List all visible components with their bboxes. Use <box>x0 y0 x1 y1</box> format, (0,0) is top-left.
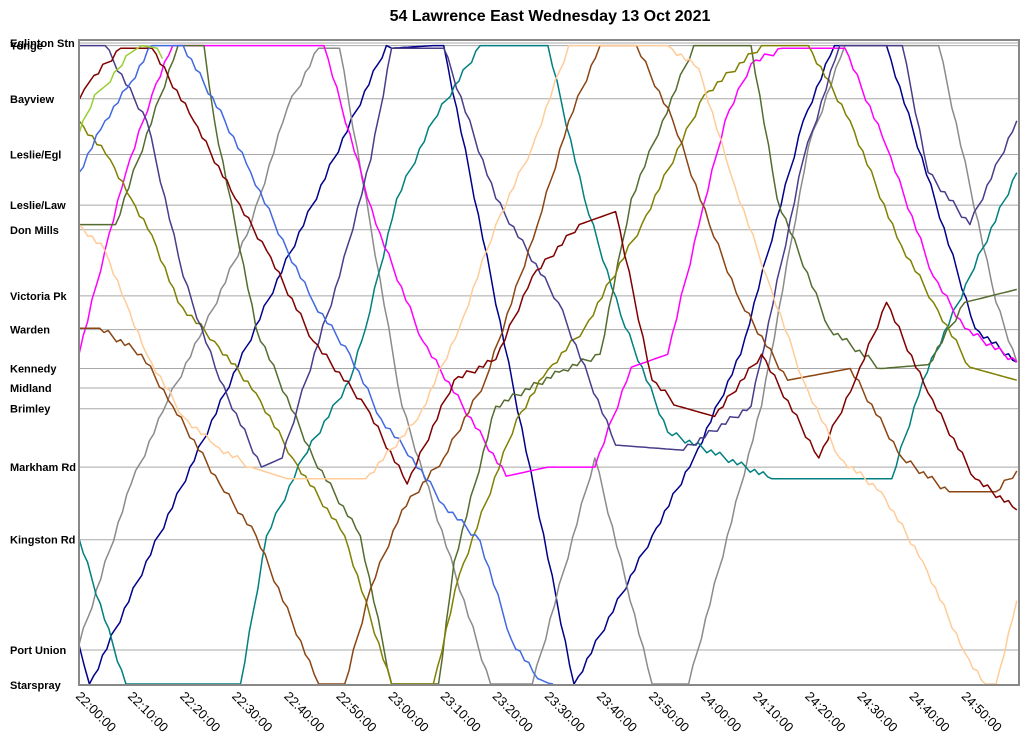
trip-lines <box>78 44 1018 685</box>
x-tick-labels: 22:00:00 22:10:00 22:20:00 22:30:00 22:40:00… <box>73 689 1005 735</box>
x-tick-label: 24:20:00 <box>802 689 848 735</box>
x-tick-label: 23:20:00 <box>490 689 536 735</box>
grid-lines <box>79 42 1019 686</box>
stop-label: Starspray <box>10 680 62 692</box>
stop-label: Yonge <box>10 41 43 53</box>
stop-label: Warden <box>10 325 50 337</box>
stop-label: Victoria Pk <box>10 291 68 303</box>
x-tick-label: 23:40:00 <box>594 689 640 735</box>
x-tick-label: 22:00:00 <box>73 689 119 735</box>
trip-line <box>78 44 554 685</box>
trip-line <box>79 44 1018 685</box>
stop-label: Bayview <box>10 94 54 106</box>
plot-frame <box>78 39 1020 686</box>
stop-label: Kennedy <box>10 364 57 376</box>
stop-label: Eglinton Stn <box>10 38 75 50</box>
trip-line <box>78 44 1018 685</box>
trip-line <box>78 44 1018 685</box>
trip-line <box>79 44 1017 685</box>
trip-line <box>78 44 1018 685</box>
x-tick-label: 23:10:00 <box>438 689 484 735</box>
x-tick-label: 22:30:00 <box>229 689 275 735</box>
stop-label: Leslie/Law <box>10 200 66 212</box>
x-tick-label: 23:00:00 <box>385 689 431 735</box>
x-tick-label: 23:30:00 <box>542 689 588 735</box>
trip-line <box>78 44 1018 685</box>
x-tick-label: 22:50:00 <box>333 689 379 735</box>
stop-label: Don Mills <box>10 225 59 237</box>
stop-label: Leslie/Egl <box>10 150 61 162</box>
x-tick-label: 23:50:00 <box>646 689 692 735</box>
trip-line <box>78 47 1018 511</box>
x-tick-label: 22:10:00 <box>125 689 171 735</box>
stop-label: Port Union <box>10 645 66 657</box>
trip-line <box>79 44 1018 468</box>
stop-label: Midland <box>10 383 52 395</box>
x-tick-label: 24:00:00 <box>698 689 744 735</box>
stop-label: Kingston Rd <box>10 535 75 547</box>
x-tick-label: 24:30:00 <box>854 689 900 735</box>
chart-title: 54 Lawrence East Wednesday 13 Oct 2021 <box>390 8 711 25</box>
x-tick-label: 24:40:00 <box>906 689 952 735</box>
x-tick-label: 22:40:00 <box>281 689 327 735</box>
stop-label: Brimley <box>10 404 51 416</box>
x-tick-label: 24:50:00 <box>959 689 1005 735</box>
trip-line <box>78 44 164 135</box>
stop-label: Markham Rd <box>10 462 76 474</box>
x-tick-label: 24:10:00 <box>750 689 796 735</box>
x-tick-label: 22:20:00 <box>177 689 223 735</box>
trip-line <box>78 44 1018 685</box>
trip-line <box>78 44 1018 477</box>
